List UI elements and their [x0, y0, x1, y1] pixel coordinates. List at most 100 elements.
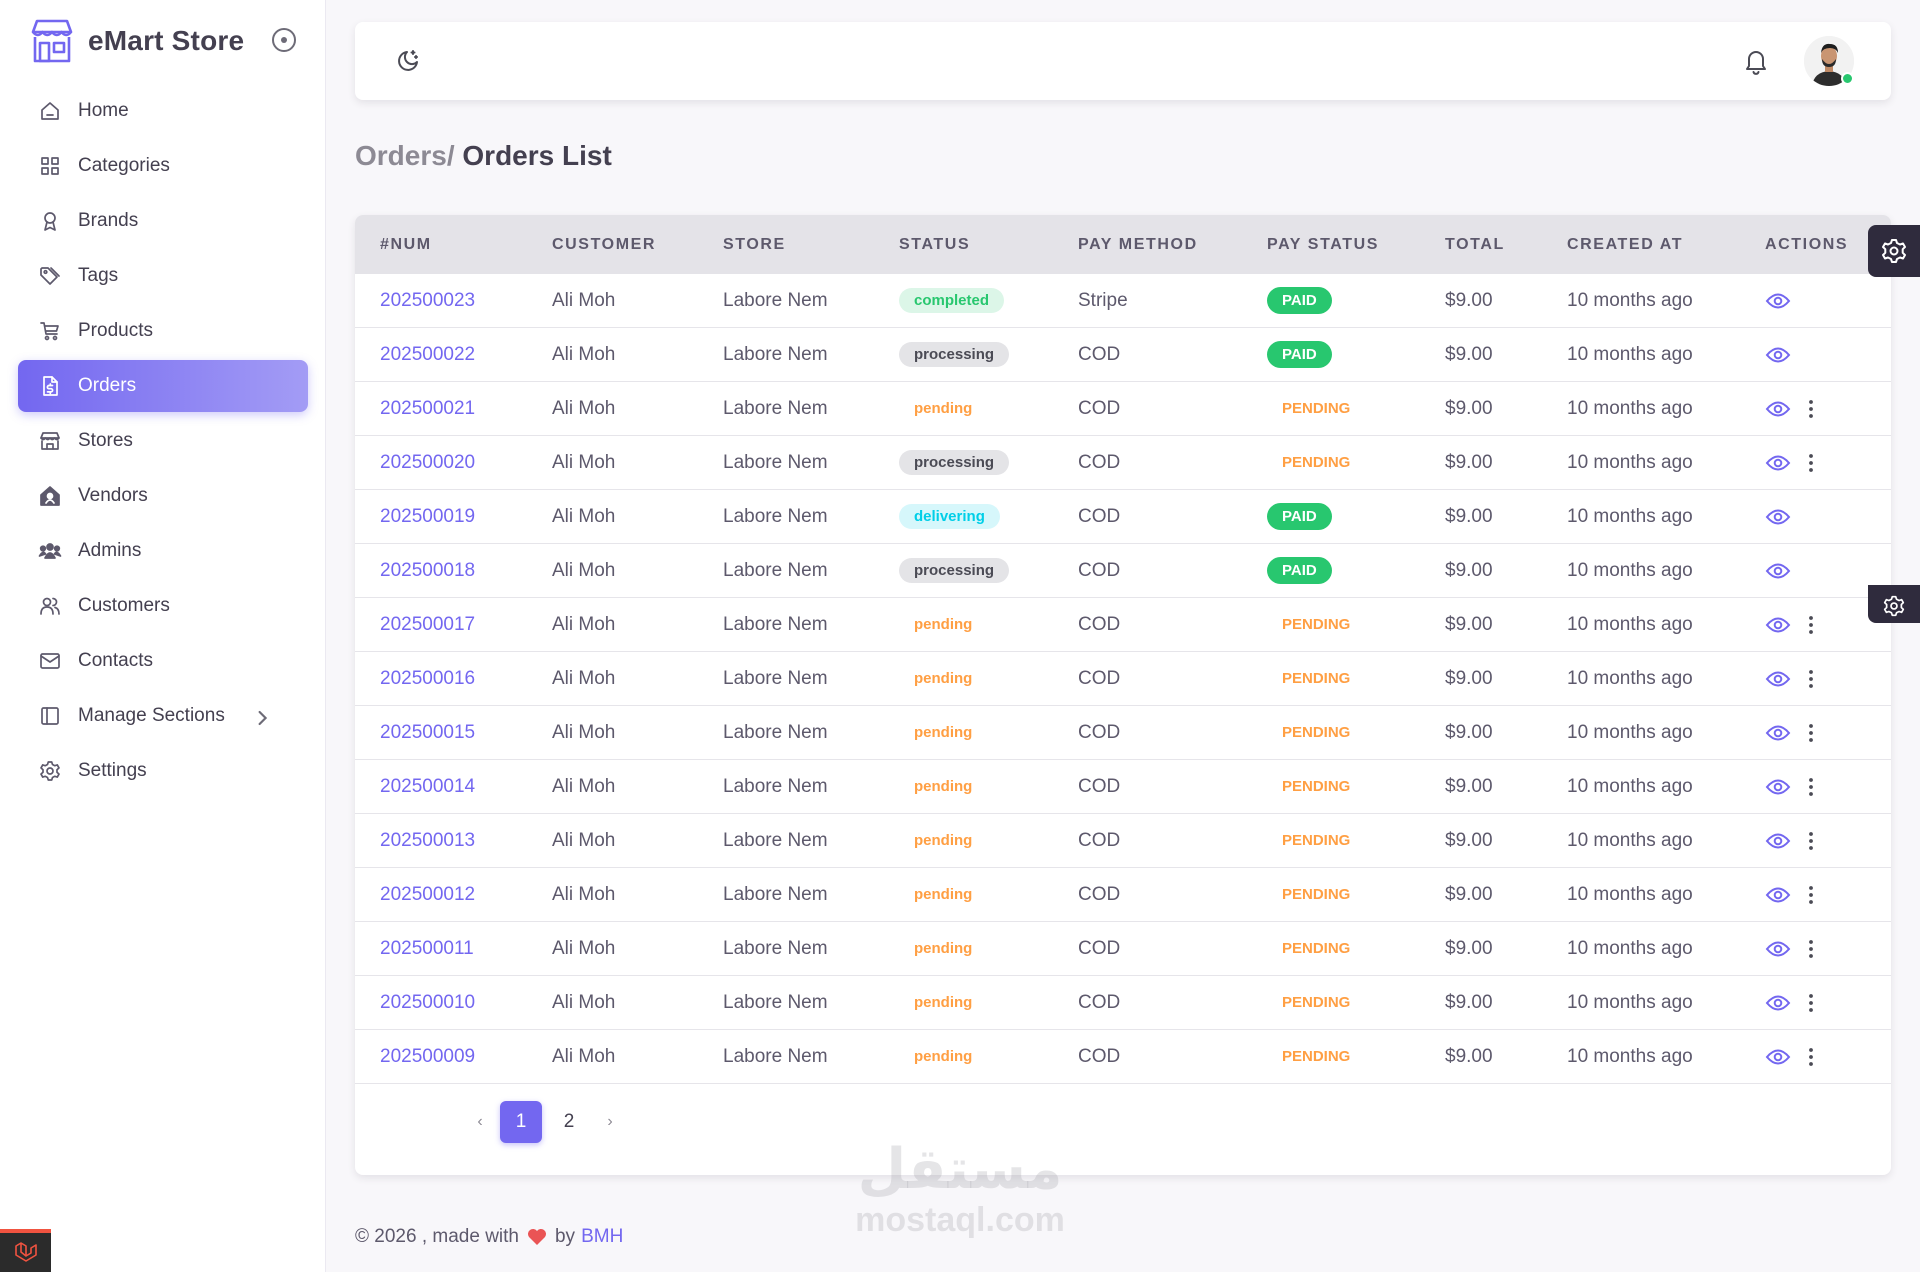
- breadcrumb-parent[interactable]: Orders/: [355, 140, 455, 171]
- row-actions: [1765, 922, 1891, 975]
- actions-cell: [1740, 544, 1891, 598]
- more-vertical-icon[interactable]: [1801, 451, 1821, 475]
- table-row: 202500019 Ali Moh Labore Nem delivering COD P…: [355, 490, 1891, 544]
- sidebar-item-orders[interactable]: Orders: [18, 360, 308, 412]
- order-number-link[interactable]: 202500017: [380, 613, 476, 635]
- eye-icon[interactable]: [1765, 450, 1791, 476]
- table-row: 202500011 Ali Moh Labore Nem pending COD PEND…: [355, 922, 1891, 976]
- laravel-debugbar-icon[interactable]: [0, 1229, 51, 1272]
- order-number-link[interactable]: 202500010: [380, 991, 476, 1013]
- eye-icon[interactable]: [1765, 612, 1791, 638]
- footer-author-link[interactable]: BMH: [581, 1226, 624, 1247]
- sidebar-item-categories[interactable]: Categories: [18, 140, 308, 192]
- order-number-link[interactable]: 202500013: [380, 829, 476, 851]
- eye-icon[interactable]: [1765, 936, 1791, 962]
- column-header-actions[interactable]: ACTIONS: [1765, 235, 1849, 253]
- column-header-customer[interactable]: CUSTOMER: [552, 235, 657, 253]
- sidebar-item-home[interactable]: Home: [18, 85, 308, 137]
- table-header-row: #NUM CUSTOMER STORE STATUS PAY METHOD PAY STA…: [355, 215, 1891, 274]
- column-header-store[interactable]: STORE: [723, 235, 786, 253]
- eye-icon[interactable]: [1765, 828, 1791, 854]
- order-number-link[interactable]: 202500014: [380, 775, 476, 797]
- pagination-page-2[interactable]: 2: [563, 1111, 575, 1132]
- pay-status-badge: PENDING: [1282, 886, 1351, 903]
- sidebar-item-manage-sections[interactable]: Manage Sections: [18, 690, 308, 742]
- eye-icon[interactable]: [1765, 990, 1791, 1016]
- total-cell: $9.00: [1445, 721, 1493, 743]
- pay-status-badge: PAID: [1267, 503, 1332, 530]
- more-vertical-icon[interactable]: [1801, 883, 1821, 907]
- eye-icon[interactable]: [1765, 666, 1791, 692]
- column-header-num[interactable]: #NUM: [380, 235, 432, 253]
- more-vertical-icon[interactable]: [1801, 775, 1821, 799]
- order-number-link[interactable]: 202500016: [380, 667, 476, 689]
- sidebar-collapse-toggle[interactable]: [272, 28, 296, 52]
- brand[interactable]: eMart Store: [28, 18, 244, 64]
- more-vertical-icon[interactable]: [1801, 991, 1821, 1015]
- order-number-link[interactable]: 202500015: [380, 721, 476, 743]
- eye-icon[interactable]: [1765, 1044, 1791, 1070]
- eye-icon[interactable]: [1765, 774, 1791, 800]
- sidebar-item-products[interactable]: Products: [18, 305, 308, 357]
- moon-icon[interactable]: [395, 48, 421, 74]
- pagination-prev-button[interactable]: ‹: [477, 1113, 483, 1130]
- column-header-pay-status[interactable]: PAY STATUS: [1267, 235, 1380, 253]
- order-number-link[interactable]: 202500009: [380, 1045, 476, 1067]
- pay-status-cell: PENDING: [1242, 382, 1420, 436]
- more-vertical-icon[interactable]: [1801, 829, 1821, 853]
- order-number-link[interactable]: 202500018: [380, 559, 476, 581]
- row-actions: [1765, 274, 1891, 327]
- order-number-link[interactable]: 202500012: [380, 883, 476, 905]
- more-vertical-icon[interactable]: [1801, 937, 1821, 961]
- more-vertical-icon[interactable]: [1801, 1045, 1821, 1069]
- order-number-link[interactable]: 202500020: [380, 451, 476, 473]
- created-at-cell: 10 months ago: [1567, 289, 1693, 311]
- order-number-link[interactable]: 202500023: [380, 289, 476, 311]
- column-header-created-at[interactable]: CREATED AT: [1567, 235, 1684, 253]
- eye-icon[interactable]: [1765, 342, 1791, 368]
- pagination-next-button[interactable]: ›: [607, 1113, 613, 1130]
- eye-icon[interactable]: [1765, 504, 1791, 530]
- sidebar-item-stores[interactable]: Stores: [18, 415, 308, 467]
- more-vertical-icon[interactable]: [1801, 397, 1821, 421]
- customer-cell: Ali Moh: [552, 775, 616, 797]
- pay-status-cell: PENDING: [1242, 760, 1420, 814]
- sidebar-item-customers[interactable]: Customers: [18, 580, 308, 632]
- total-cell: $9.00: [1445, 451, 1493, 473]
- eye-icon[interactable]: [1765, 720, 1791, 746]
- categories-icon: [41, 157, 59, 175]
- admins-icon: [38, 543, 62, 559]
- column-header-pay-method[interactable]: PAY METHOD: [1078, 235, 1198, 253]
- sidebar-item-settings[interactable]: Settings: [18, 745, 308, 797]
- more-vertical-icon[interactable]: [1801, 613, 1821, 637]
- eye-icon[interactable]: [1765, 558, 1791, 584]
- customizer-toggle-button-secondary[interactable]: [1868, 585, 1920, 623]
- customizer-toggle-button[interactable]: [1868, 225, 1920, 277]
- actions-cell: [1740, 490, 1891, 544]
- total-cell: $9.00: [1445, 289, 1493, 311]
- store-icon: [40, 432, 60, 450]
- bell-icon[interactable]: [1741, 46, 1771, 76]
- sidebar-item-brands[interactable]: Brands: [18, 195, 308, 247]
- sidebar-item-admins[interactable]: Admins: [18, 525, 308, 577]
- eye-icon[interactable]: [1765, 288, 1791, 314]
- eye-icon[interactable]: [1765, 882, 1791, 908]
- customer-cell: Ali Moh: [552, 451, 616, 473]
- order-number-link[interactable]: 202500019: [380, 505, 476, 527]
- sidebar-item-contacts[interactable]: Contacts: [18, 635, 308, 687]
- sidebar-item-vendors[interactable]: Vendors: [18, 470, 308, 522]
- column-header-status[interactable]: STATUS: [899, 235, 971, 253]
- sidebar-item-tags[interactable]: Tags: [18, 250, 308, 302]
- pagination-page-1[interactable]: 1: [500, 1101, 542, 1143]
- order-number-link[interactable]: 202500022: [380, 343, 476, 365]
- eye-icon[interactable]: [1765, 396, 1791, 422]
- column-header-total[interactable]: TOTAL: [1445, 235, 1505, 253]
- order-number-link[interactable]: 202500021: [380, 397, 476, 419]
- order-number-link[interactable]: 202500011: [380, 937, 474, 959]
- chevron-right-icon: [258, 710, 268, 726]
- row-actions: [1765, 436, 1891, 489]
- more-vertical-icon[interactable]: [1801, 667, 1821, 691]
- total-cell: $9.00: [1445, 505, 1493, 527]
- more-vertical-icon[interactable]: [1801, 721, 1821, 745]
- orders-table: #NUM CUSTOMER STORE STATUS PAY METHOD PAY STA…: [355, 215, 1891, 1084]
